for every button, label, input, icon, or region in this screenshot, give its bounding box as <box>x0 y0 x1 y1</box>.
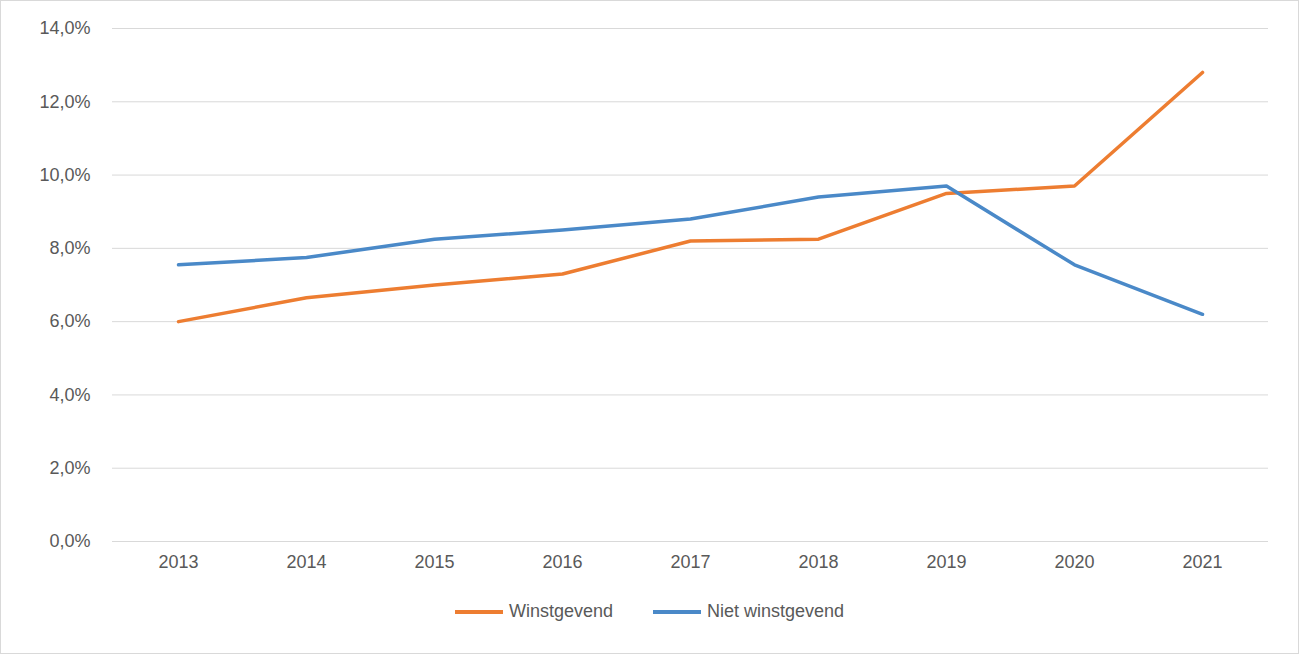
html-text:Winstgevend: Winstgevend <box>508 601 613 621</box>
svg-text:2013: 2013 <box>158 552 198 572</box>
svg-text:8,0%: 8,0% <box>49 238 90 258</box>
svg-text:2020: 2020 <box>1054 552 1094 572</box>
svg-text:4,0%: 4,0% <box>49 385 90 405</box>
svg-text:10,0%: 10,0% <box>39 165 90 185</box>
svg-text:2019: 2019 <box>926 552 966 572</box>
svg-text:2018: 2018 <box>798 552 838 572</box>
svg-text:2016: 2016 <box>542 552 582 572</box>
svg-text:2014: 2014 <box>286 552 326 572</box>
svg-text:6,0%: 6,0% <box>49 311 90 331</box>
svg-text:2,0%: 2,0% <box>49 458 90 478</box>
svg-text:0,0%: 0,0% <box>49 531 90 551</box>
html-text:Niet winstgevend: Niet winstgevend <box>707 601 845 621</box>
svg-text:2015: 2015 <box>414 552 454 572</box>
svg-text:12,0%: 12,0% <box>39 92 90 112</box>
svg-text:2021: 2021 <box>1182 552 1222 572</box>
svg-text:14,0%: 14,0% <box>39 18 90 38</box>
svg-text:2017: 2017 <box>670 552 710 572</box>
